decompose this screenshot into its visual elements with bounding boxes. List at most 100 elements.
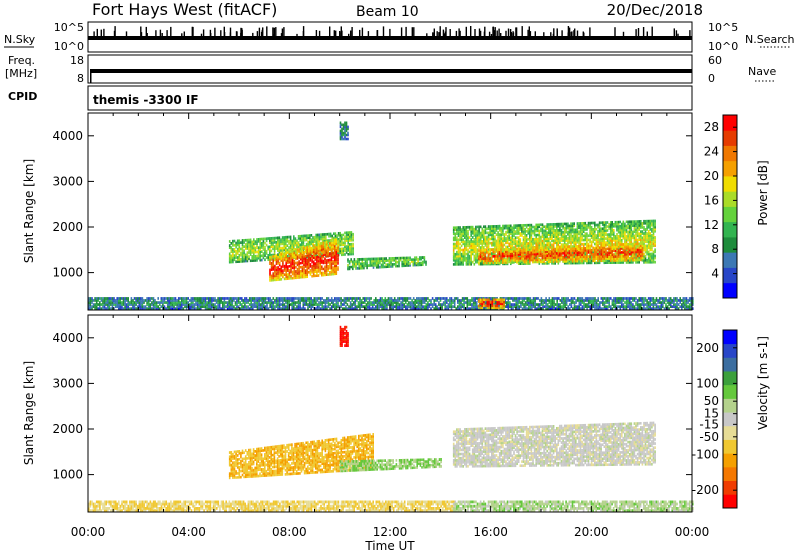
power-cell	[616, 235, 618, 238]
power-cell	[459, 250, 461, 254]
power-cell	[538, 225, 541, 229]
power-cell	[275, 270, 278, 273]
power-cell	[581, 228, 583, 231]
power-cell	[578, 259, 580, 263]
power-cell	[494, 235, 496, 239]
power-cell	[324, 267, 326, 271]
power-cell	[627, 256, 629, 260]
power-cell	[481, 246, 484, 249]
power-cell	[92, 303, 95, 306]
power-cell	[592, 259, 594, 263]
power-cell	[540, 250, 542, 254]
power-cell	[644, 230, 647, 233]
power-cell	[556, 233, 558, 236]
power-cell	[304, 258, 307, 262]
power-cell	[505, 254, 507, 258]
power-cell	[285, 269, 287, 273]
power-cell	[517, 236, 520, 239]
power-cell	[503, 239, 506, 243]
power-cell	[608, 223, 610, 226]
power-cell	[190, 297, 193, 300]
power-cell	[486, 237, 488, 241]
power-cell	[633, 244, 636, 248]
power-cell	[492, 229, 495, 232]
power-cell	[277, 253, 279, 257]
power-cell	[352, 246, 354, 250]
noise-spike	[474, 29, 476, 36]
power-cell	[651, 240, 653, 243]
power-cell	[559, 254, 561, 257]
power-cell	[514, 244, 517, 247]
power-cell	[611, 231, 613, 234]
power-cell	[576, 226, 579, 230]
power-cell	[293, 250, 295, 253]
power-cell	[617, 237, 620, 240]
power-cell	[509, 250, 512, 253]
power-cell	[556, 229, 558, 232]
power-cell	[177, 305, 180, 308]
power-cell	[502, 231, 504, 234]
power-cell	[486, 259, 488, 263]
power-cell	[573, 259, 575, 263]
power-cell	[641, 230, 644, 233]
power-cell	[638, 248, 641, 252]
power-cell	[344, 249, 346, 252]
power-cell	[603, 257, 606, 260]
power-cell	[470, 260, 472, 264]
power-cell	[565, 249, 567, 253]
power-cell	[288, 248, 290, 252]
power-cell	[530, 225, 533, 229]
power-cell	[638, 232, 640, 235]
power-cell	[301, 236, 303, 240]
power-cell	[636, 250, 639, 254]
power-cell	[293, 274, 296, 278]
power-cell	[468, 225, 471, 229]
power-cell	[468, 260, 471, 264]
power-cell	[309, 257, 312, 260]
power-cell	[261, 241, 263, 245]
power-cell	[498, 229, 501, 232]
power-cell	[643, 258, 645, 262]
noise-spike	[296, 33, 298, 36]
power-cell	[322, 273, 325, 277]
power-cell	[262, 246, 265, 249]
power-cell	[103, 305, 106, 308]
power-cell	[223, 307, 226, 310]
power-cell	[563, 237, 566, 240]
power-cell	[406, 260, 408, 263]
power-cell	[535, 252, 537, 256]
power-cell	[651, 244, 653, 248]
power-cell	[611, 227, 613, 230]
power-cell	[332, 245, 334, 249]
power-cell	[601, 239, 604, 242]
power-cell	[598, 253, 601, 256]
power-cell	[121, 301, 123, 304]
power-cell	[563, 230, 566, 234]
power-cell	[616, 253, 618, 256]
power-cell	[513, 224, 515, 227]
power-cell	[293, 262, 296, 265]
power-cell	[579, 253, 582, 257]
power-cell	[524, 240, 526, 243]
power-cell	[554, 229, 556, 232]
power-cell	[524, 238, 526, 241]
power-cell	[621, 228, 623, 232]
power-cell	[309, 269, 312, 272]
power-cell	[473, 244, 476, 247]
power-cell	[519, 232, 522, 235]
power-cell	[494, 231, 496, 234]
power-cell	[525, 242, 528, 245]
power-cell	[297, 237, 300, 240]
power-cell	[500, 243, 503, 247]
power-cell	[287, 261, 289, 264]
power-cell	[475, 229, 477, 233]
power-cell	[578, 226, 580, 229]
power-cell	[293, 270, 296, 274]
power-cell	[568, 241, 571, 244]
power-cell	[272, 261, 274, 265]
power-cell	[464, 258, 466, 262]
power-cell	[277, 278, 279, 281]
power-cell	[301, 245, 303, 249]
power-cell	[124, 301, 126, 304]
power-cell	[317, 233, 319, 237]
